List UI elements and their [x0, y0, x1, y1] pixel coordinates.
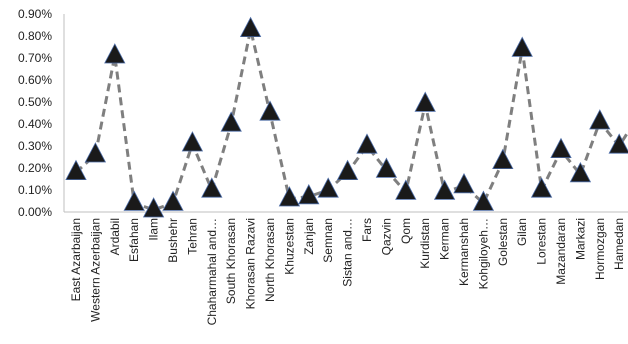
x-tick-label: Kerman	[438, 218, 452, 260]
data-point-marker	[569, 161, 592, 183]
x-tick-label: Kurdistan	[418, 218, 432, 269]
y-tick-label: 0.40%	[18, 117, 52, 131]
data-point-marker	[375, 157, 398, 178]
data-point-marker	[511, 36, 533, 57]
y-tick-label: 0.30%	[18, 139, 52, 153]
y-tick-label: 0.00%	[18, 205, 52, 219]
data-point-marker	[220, 111, 242, 132]
x-tick-label: Gilan	[515, 218, 529, 246]
x-tick-label: Bushehr	[166, 218, 180, 263]
y-axis-tick-labels: 0.00% 0.10% 0.20% 0.30% 0.40% 0.50% 0.60% 0.70%…	[18, 7, 52, 219]
y-tick-label: 0.10%	[18, 183, 52, 197]
y-tick-label: 0.20%	[18, 161, 52, 175]
x-tick-label: Chaharmahal and…	[205, 218, 219, 325]
x-tick-label: Fars	[360, 218, 374, 242]
x-axis-tick-labels: East Azarbaijan Western Azerbaijan Ardabil…	[69, 218, 626, 325]
data-point-marker	[65, 159, 87, 181]
x-tick-label: East Azarbaijan	[69, 218, 83, 301]
x-tick-label: Western Azerbaijan	[88, 218, 102, 322]
x-tick-label: Mazandaran	[554, 218, 568, 285]
x-tick-label: Qom	[399, 218, 413, 244]
x-tick-label: Golestan	[496, 218, 510, 266]
data-point-marker	[317, 177, 339, 198]
data-point-marker	[608, 133, 628, 154]
data-point-marker	[259, 100, 281, 121]
data-point-marker	[104, 43, 126, 64]
y-tick-label: 0.50%	[18, 95, 52, 109]
x-tick-label: Zanjan	[302, 218, 316, 255]
x-tick-label: Markazi	[573, 218, 587, 260]
series-line	[74, 27, 628, 212]
data-point-marker	[472, 190, 495, 211]
x-tick-label: Hormozgan	[593, 218, 607, 280]
x-tick-label: Lorestan	[535, 218, 549, 265]
data-point-marker	[239, 16, 262, 37]
data-point-marker	[395, 179, 417, 200]
data-point-marker	[298, 183, 320, 205]
data-point-marker	[123, 190, 145, 211]
x-tick-label: Khuzestan	[282, 218, 296, 275]
x-tick-label: Esfahan	[127, 218, 141, 262]
data-point-marker	[356, 133, 378, 154]
x-tick-label: Kermanshah	[457, 218, 471, 286]
y-tick-label: 0.60%	[18, 73, 52, 87]
x-tick-label: Hamedan	[612, 218, 626, 270]
data-point-marker	[530, 177, 553, 198]
data-point-marker	[433, 179, 456, 200]
x-tick-label: Tehran	[185, 218, 199, 255]
data-point-marker	[492, 148, 514, 170]
data-point-marker	[336, 159, 359, 181]
x-tick-label: Khorasan Razavi	[244, 218, 258, 309]
x-tick-label: Sistan and…	[341, 218, 355, 287]
x-tick-label: Ardabil	[108, 218, 122, 255]
data-point-marker	[589, 109, 611, 130]
x-tick-label: Ilam	[147, 218, 161, 241]
data-point-marker	[162, 190, 184, 211]
data-point-marker	[414, 91, 436, 112]
y-tick-label: 0.70%	[18, 51, 52, 65]
data-point-marker	[201, 177, 223, 198]
x-tick-label: North Khorasan	[263, 218, 277, 302]
x-tick-label: Qazvin	[379, 218, 393, 255]
data-point-marker	[142, 197, 165, 218]
data-point-marker	[278, 186, 301, 207]
data-point-marker	[453, 172, 475, 194]
series-markers	[65, 16, 628, 218]
data-point-marker	[84, 142, 107, 163]
data-point-marker	[550, 137, 572, 159]
x-tick-label: South Khorasan	[224, 218, 238, 304]
y-tick-label: 0.80%	[18, 29, 52, 43]
x-tick-label: Semnan	[321, 218, 335, 263]
x-tick-label: Kohgiloyeh…	[476, 218, 490, 289]
y-tick-label: 0.90%	[18, 7, 52, 21]
data-point-marker	[181, 131, 204, 152]
